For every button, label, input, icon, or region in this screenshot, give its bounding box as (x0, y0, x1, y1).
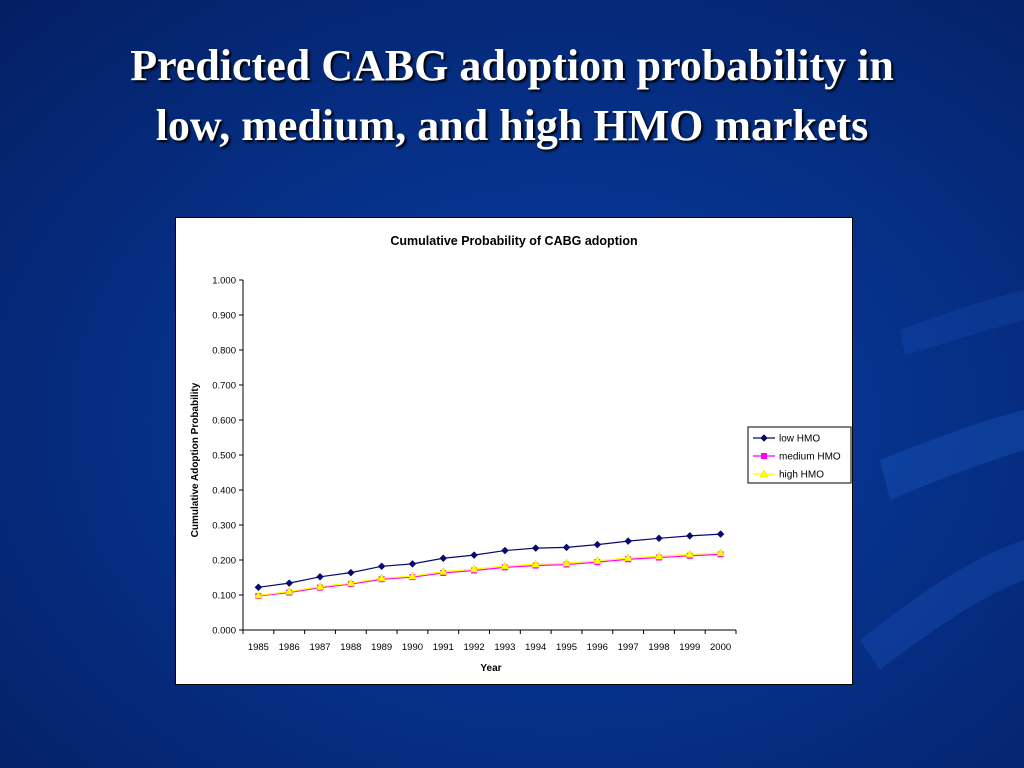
x-tick-label: 1988 (340, 642, 361, 653)
x-tick-label: 1994 (525, 642, 546, 653)
data-point (284, 587, 294, 595)
y-tick-label: 0.700 (212, 381, 236, 392)
data-point (562, 558, 571, 567)
axes: 0.000 0.100 0.200 0.300 0.400 0.500 0.600 0.700… (212, 276, 737, 653)
x-axis-label: Year (480, 663, 501, 674)
series-low-hmo (254, 530, 725, 592)
x-tick-label: 1996 (587, 642, 608, 653)
data-point (592, 556, 602, 564)
x-tick-label: 1993 (494, 642, 515, 653)
data-point (346, 578, 356, 587)
data-point (531, 544, 540, 552)
data-point (531, 559, 541, 568)
data-point (716, 548, 725, 557)
x-tick-label: 1992 (464, 642, 485, 653)
data-point (438, 567, 448, 575)
x-tick-label: 1987 (309, 642, 330, 653)
y-tick-label: 1.000 (212, 276, 236, 287)
legend: low HMO medium HMO high HMO (747, 426, 852, 484)
legend-marker (761, 453, 767, 459)
x-tick-label: 1991 (433, 642, 454, 653)
y-tick-label: 0.000 (212, 626, 236, 637)
data-point (623, 553, 633, 562)
y-tick-label: 0.800 (212, 346, 236, 357)
legend-marker (760, 434, 768, 442)
chart-panel: Cumulative Probability of CABG adoption … (175, 217, 853, 685)
data-point (285, 579, 294, 587)
y-tick-label: 0.300 (212, 521, 236, 532)
data-point (469, 564, 479, 573)
series-layer (254, 530, 725, 600)
slide-title-line-1: Predicted CABG adoption probability in (130, 41, 894, 90)
x-tick-label: 1985 (248, 642, 269, 653)
x-tick-label: 1986 (279, 642, 300, 653)
x-tick-label: 1997 (618, 642, 639, 653)
chart-title: Cumulative Probability of CABG adoption (390, 234, 637, 248)
legend-label: low HMO (779, 434, 820, 445)
series-line (258, 533, 721, 588)
line-chart: Cumulative Probability of CABG adoption … (190, 234, 852, 674)
data-point (346, 568, 355, 577)
y-tick-label: 0.400 (212, 486, 236, 497)
data-point (654, 551, 664, 560)
data-point (377, 573, 387, 582)
data-point (685, 549, 695, 558)
data-point (685, 531, 694, 540)
y-tick-label: 0.100 (212, 591, 236, 602)
data-point (254, 590, 263, 599)
data-point (377, 562, 386, 571)
data-point (624, 537, 633, 545)
data-point (500, 561, 510, 570)
x-tick-label: 1990 (402, 642, 423, 653)
series-high-hmo (254, 548, 725, 599)
data-point (316, 572, 324, 581)
series-line (258, 552, 721, 596)
x-tick-label: 1995 (556, 642, 577, 653)
y-tick-label: 0.900 (212, 311, 236, 322)
data-point (408, 571, 417, 580)
slide-title: Predicted CABG adoption probability in l… (40, 36, 984, 156)
series-line (258, 553, 721, 597)
y-axis-label: Cumulative Adoption Probability (190, 382, 201, 537)
data-point (470, 551, 478, 559)
series-medium-hmo (255, 551, 724, 600)
y-tick-label: 0.600 (212, 416, 236, 427)
data-point (408, 559, 417, 568)
data-point (655, 534, 663, 543)
data-point (439, 554, 448, 563)
x-tick-label: 1989 (371, 642, 392, 653)
data-point (716, 530, 725, 538)
y-tick-label: 0.200 (212, 556, 236, 567)
x-tick-label: 2000 (710, 642, 731, 653)
x-tick-label: 1999 (679, 642, 700, 653)
data-point (593, 540, 602, 549)
legend-label: medium HMO (779, 452, 841, 463)
data-point (562, 543, 571, 552)
y-tick-label: 0.500 (212, 451, 236, 462)
data-point (315, 582, 325, 590)
x-tick-label: 1998 (648, 642, 669, 653)
slide-title-line-2: low, medium, and high HMO markets (155, 101, 869, 150)
data-point (501, 546, 509, 555)
legend-marker (759, 469, 769, 478)
data-point (254, 583, 263, 592)
legend-label: high HMO (779, 470, 824, 481)
